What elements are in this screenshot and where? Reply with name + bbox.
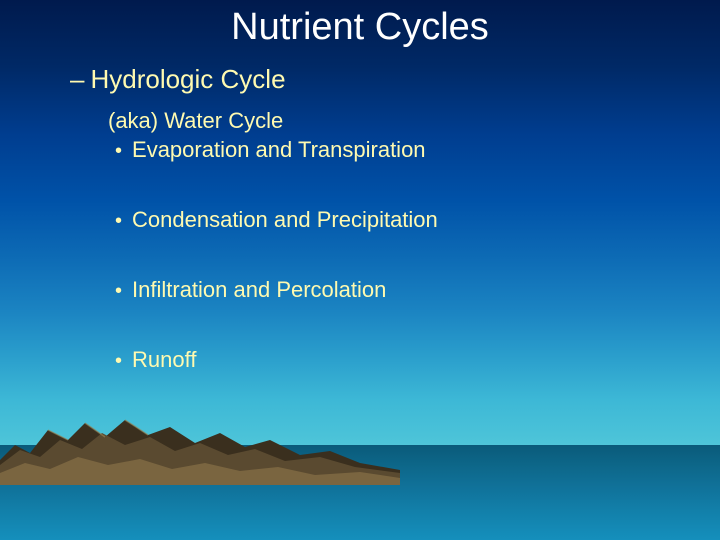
subtitle-text: Hydrologic Cycle: [90, 64, 285, 94]
bullet-item: • Runoff: [115, 347, 196, 373]
bullet-marker: •: [115, 140, 122, 162]
bullet-text: Infiltration and Percolation: [132, 277, 386, 302]
aka-line: (aka) Water Cycle: [108, 108, 283, 134]
subtitle-dash: –: [70, 64, 84, 94]
slide: Nutrient Cycles –Hydrologic Cycle (aka) …: [0, 0, 720, 540]
bullet-marker: •: [115, 280, 122, 302]
bullet-item: • Evaporation and Transpiration: [115, 137, 426, 163]
slide-subtitle: –Hydrologic Cycle: [70, 64, 286, 95]
bullet-item: • Condensation and Precipitation: [115, 207, 438, 233]
bullet-marker: •: [115, 350, 122, 372]
bullet-item: • Infiltration and Percolation: [115, 277, 386, 303]
mountains-graphic: [0, 385, 400, 485]
bullet-marker: •: [115, 210, 122, 232]
bullet-text: Evaporation and Transpiration: [132, 137, 426, 162]
slide-title: Nutrient Cycles: [0, 6, 720, 49]
bullet-text: Condensation and Precipitation: [132, 207, 438, 232]
bullet-text: Runoff: [132, 347, 196, 372]
